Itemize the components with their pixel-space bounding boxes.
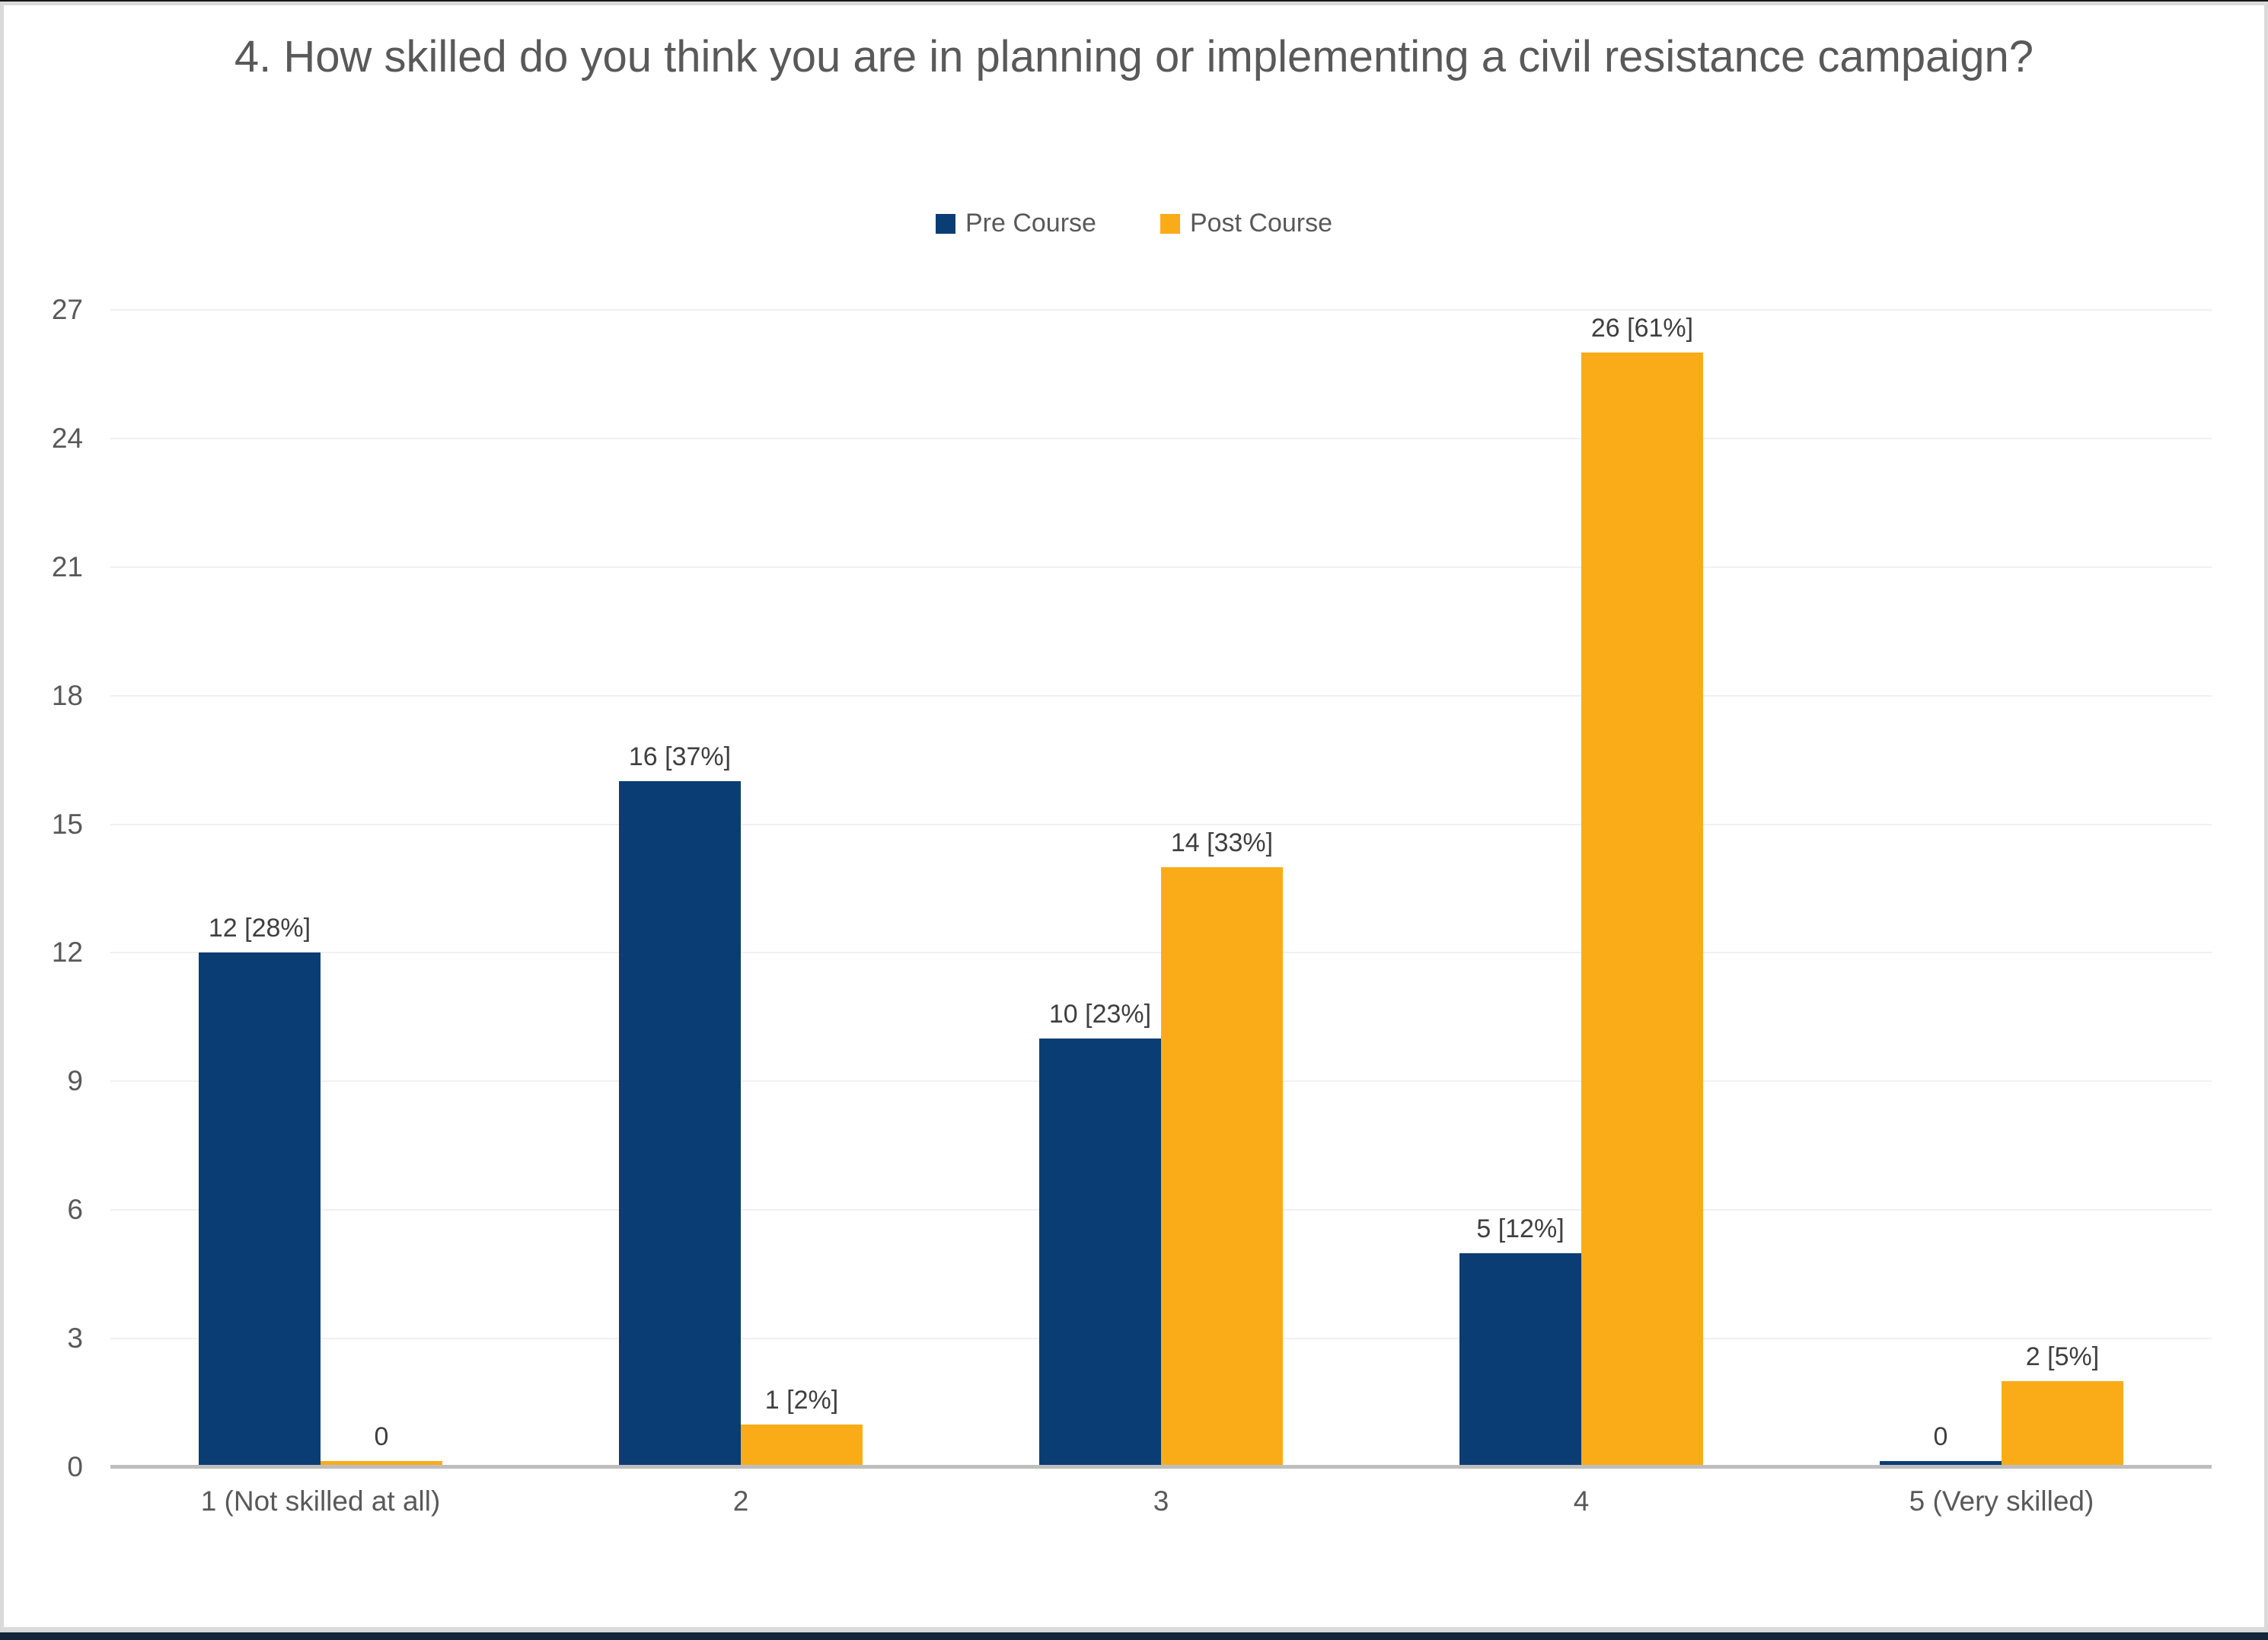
category-label-2: 2 [732, 1485, 749, 1517]
y-tick-label-27: 27 [51, 294, 83, 325]
data-label-pre-course-cat-2: 16 [37%] [628, 742, 732, 772]
y-tick-label-18: 18 [51, 679, 83, 711]
bar-pre-course-cat-1: 12 [28%] [199, 914, 321, 1467]
bar-pre-course-cat-3: 10 [23%] [1039, 1000, 1161, 1467]
data-label-post-course-cat-4: 26 [61%] [1590, 314, 1694, 343]
x-axis-category-labels: 1 (Not skilled at all) 2 3 4 5 (Very skilled… [110, 1485, 2212, 1517]
y-tick-label-6: 6 [67, 1194, 83, 1226]
bar-pre-course-cat-5: 0 [1880, 1422, 2002, 1467]
bar-fill-pre-course-cat-3 [1039, 1039, 1161, 1467]
bar-post-course-cat-4: 26 [61%] [1581, 314, 1703, 1467]
data-label-pre-course-cat-1: 12 [28%] [208, 914, 311, 943]
bar-pre-course-cat-4: 5 [12%] [1459, 1214, 1581, 1467]
y-tick-label-12: 12 [51, 936, 83, 968]
bar-fill-post-course-cat-4 [1581, 353, 1703, 1467]
y-tick-label-9: 9 [67, 1065, 83, 1097]
legend-item-post-course: Post Course [1160, 209, 1332, 238]
bar-fill-post-course-cat-2 [741, 1424, 863, 1467]
chart-title-text: 4. How skilled do you think you are in p… [234, 32, 2034, 81]
bar-post-course-cat-2: 1 [2%] [741, 1386, 863, 1467]
category-label-1: 1 (Not skilled at all) [200, 1485, 441, 1517]
legend-marker-pre-course-icon [935, 213, 955, 234]
legend-label-pre-course: Pre Course [965, 209, 1096, 238]
legend-marker-post-course-icon [1160, 213, 1180, 234]
gridline-15 [110, 823, 2212, 825]
bar-fill-post-course-cat-5 [2002, 1381, 2123, 1467]
data-label-post-course-cat-3: 14 [33%] [1170, 828, 1274, 857]
window-frame-bottom-edge [0, 1632, 2268, 1640]
bar-group-3: 10 [23%] 14 [33%] [951, 828, 1371, 1467]
bar-post-course-cat-1: 0 [321, 1422, 442, 1467]
window-frame-bottom-mat [0, 1627, 2268, 1632]
gridline-27 [110, 309, 2212, 311]
legend-item-pre-course: Pre Course [935, 209, 1096, 238]
legend-label-post-course: Post Course [1189, 209, 1333, 238]
gridline-21 [110, 566, 2212, 568]
bar-groups: 12 [28%] 0 16 [37%] 1 [2%] 10 [23%] 14 [33%] 5… [110, 310, 2212, 1467]
data-label-post-course-cat-1: 0 [374, 1422, 389, 1451]
legend: Pre Course Post Course [0, 209, 2268, 238]
bar-fill-pre-course-cat-4 [1459, 1252, 1581, 1467]
data-label-pre-course-cat-5: 0 [1933, 1422, 1948, 1451]
y-tick-label-24: 24 [51, 422, 83, 454]
plot-area: 0 3 6 9 12 15 18 21 24 27 12 [28%] 0 16 [37%] 1 [2%]… [52, 294, 2212, 1517]
y-tick-label-15: 15 [51, 808, 83, 840]
bar-fill-pre-course-cat-2 [619, 781, 741, 1467]
bar-post-course-cat-3: 14 [33%] [1161, 828, 1283, 1467]
bar-fill-pre-course-cat-5 [1880, 1461, 2002, 1467]
gridline-18 [110, 694, 2212, 697]
bar-group-2: 16 [37%] 1 [2%] [531, 742, 951, 1467]
data-label-post-course-cat-5: 2 [5%] [2025, 1342, 2100, 1372]
bar-post-course-cat-5: 2 [5%] [2002, 1342, 2123, 1467]
data-label-pre-course-cat-3: 10 [23%] [1048, 1000, 1152, 1029]
x-axis-line [110, 1465, 2212, 1469]
data-label-post-course-cat-2: 1 [2%] [764, 1385, 839, 1415]
bar-pre-course-cat-2: 16 [37%] [619, 742, 741, 1467]
data-label-pre-course-cat-4: 5 [12%] [1476, 1214, 1565, 1243]
bar-fill-pre-course-cat-1 [199, 952, 321, 1467]
bar-fill-post-course-cat-1 [321, 1461, 442, 1467]
bar-group-1: 12 [28%] 0 [110, 914, 531, 1467]
category-label-5: 5 (Very skilled) [1909, 1485, 2094, 1517]
category-label-3: 3 [1153, 1485, 1169, 1517]
gridline-24 [110, 437, 2212, 439]
y-tick-label-21: 21 [51, 550, 83, 582]
bar-group-4: 5 [12%] 26 [61%] [1371, 314, 1791, 1467]
chart-title: 4. How skilled do you think you are in p… [0, 27, 2268, 86]
bar-fill-post-course-cat-3 [1161, 866, 1283, 1467]
bar-group-5: 0 2 [5%] [1791, 1342, 2212, 1467]
category-label-4: 4 [1573, 1485, 1590, 1517]
y-tick-label-0: 0 [67, 1451, 83, 1482]
y-tick-label-3: 3 [67, 1323, 83, 1354]
